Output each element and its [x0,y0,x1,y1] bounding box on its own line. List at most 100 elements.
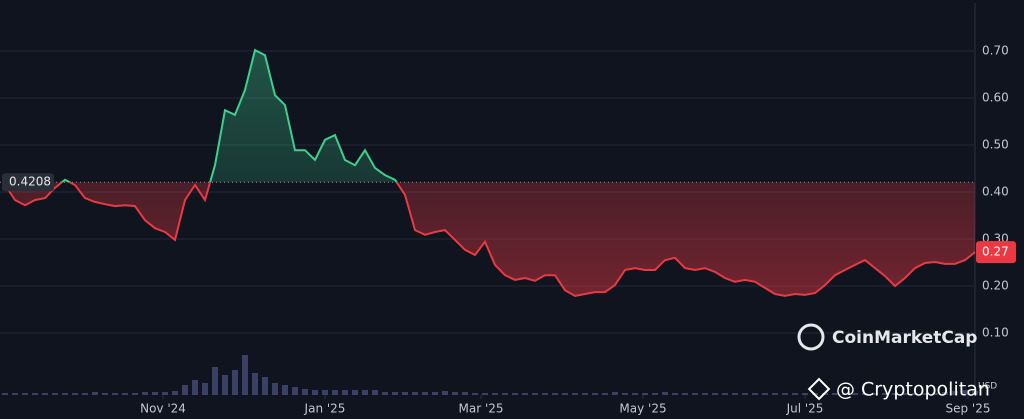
area-up [61,50,397,183]
volume-bar [732,393,738,395]
volume-bar [852,393,858,395]
volume-bar [712,393,718,395]
volume-bar [922,393,928,395]
volume-bar [412,392,418,395]
volume-bar [2,393,8,395]
volume-bar [632,393,638,395]
volume-bar [102,393,108,395]
volume-bar [862,393,868,395]
volume-bar [282,385,288,395]
x-tick-label: May '25 [619,402,666,416]
volume-bar [142,392,148,395]
y-tick-label: 0.40 [982,185,1009,199]
volume-bar [242,355,248,395]
volume-bar [332,390,338,395]
volume-bar [322,390,328,395]
y-tick-label: 0.10 [982,326,1009,340]
x-tick-label: Mar '25 [458,402,503,416]
volume-bar [772,393,778,395]
volume-bar [682,393,688,395]
volume-bar [442,391,448,395]
volume-bar [382,392,388,395]
watermark-logo: CoinMarketCap [797,323,977,351]
volume-bar [62,393,68,395]
volume-bar [842,393,848,395]
volume-bar [742,393,748,395]
volume-bar [782,393,788,395]
price-line-down [4,182,976,297]
volume-bar [292,387,298,395]
volume-bar [352,390,358,395]
volume-bar [662,392,668,395]
volume-bar [162,392,168,395]
x-tick-label: Sep '25 [946,402,991,416]
x-tick-label: Jan '25 [304,402,346,416]
volume-unit: USD [978,382,997,392]
volume-bar [452,392,458,395]
volume-bar [542,393,548,395]
volume-bar [792,393,798,395]
volume-bar [522,393,528,395]
volume-bar [302,389,308,395]
volume-bar [932,393,938,395]
volume-bar [892,393,898,395]
volume-bar [152,392,158,395]
volume-bar [532,393,538,395]
volume-bar [82,393,88,395]
volume-bar [972,391,978,395]
volume-bar [602,393,608,395]
volume-bar [492,393,498,395]
volume-bar [912,393,918,395]
volume-bar [562,393,568,395]
volume-bar [692,393,698,395]
volume-bar [252,373,258,395]
volume-bar [392,392,398,395]
volume-bar [22,393,28,395]
volume-bar [312,390,318,395]
y-tick-label: 0.20 [982,279,1009,293]
volume-bar [502,393,508,395]
volume-bar [202,383,208,395]
volume-bar [952,391,958,395]
volume-bar [832,393,838,395]
volume-bar [552,393,558,395]
volume-bar [622,393,628,395]
credit: @ Cryptopolitan [836,379,990,401]
volume-bar [52,393,58,395]
volume-bar [12,393,18,395]
volume-bar [232,370,238,395]
volume-bar [612,392,618,395]
reference-badge [2,173,54,192]
reference-label: 0.4208 [9,175,51,189]
volume-bar [762,393,768,395]
volume-bar [92,392,98,395]
volume-bar [72,393,78,395]
x-tick-label: Nov '24 [140,402,186,416]
volume-bar [222,375,228,395]
x-tick-label: Jul '25 [786,402,824,416]
watermark: CoinMarketCap [832,328,977,348]
volume-bar [262,377,268,395]
volume-bar [962,390,968,395]
volume-bar [582,393,588,395]
volume-bar [512,393,518,395]
volume-bar [372,390,378,395]
volume-bar [32,393,38,395]
volume-bar [122,393,128,395]
volume-bar [272,383,278,395]
volume-bar [172,391,178,395]
y-tick-label: 0.50 [982,138,1009,152]
volume-bar [182,385,188,395]
volume-bar [572,393,578,395]
volume-bar [432,392,438,395]
credit-logo: @ Cryptopolitan [807,377,990,401]
volume-bar [722,393,728,395]
volume-bar [652,393,658,395]
area-down [5,182,975,296]
current-price-label: 0.27 [982,245,1009,259]
volume-bar [882,393,888,395]
y-tick-label: 0.60 [982,91,1009,105]
volume-bar [422,392,428,395]
